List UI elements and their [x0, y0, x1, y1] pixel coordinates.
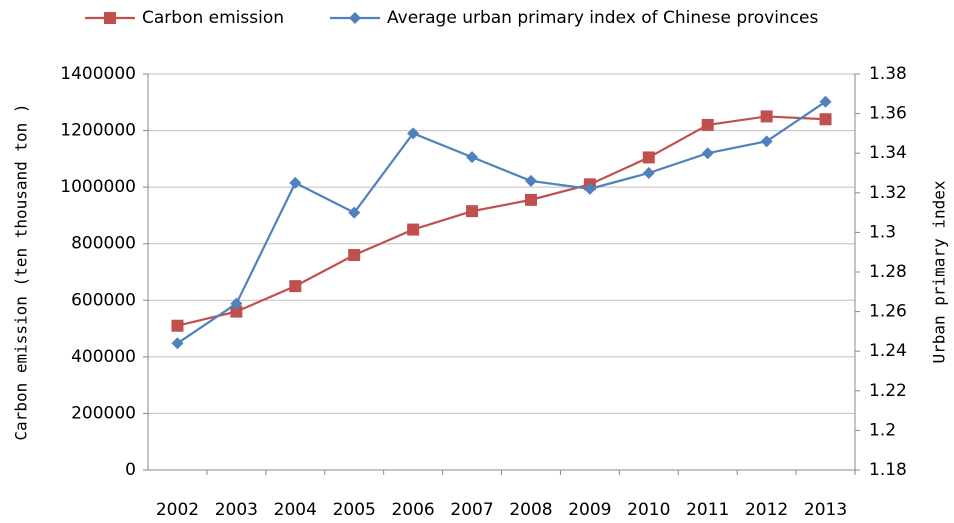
series-line	[177, 115, 826, 327]
legend-marker	[349, 12, 361, 24]
series-line	[176, 100, 827, 345]
y-tick-label: 1200000	[60, 121, 136, 141]
point	[701, 118, 714, 131]
point	[642, 167, 655, 179]
y2-tick-label: 1.3	[869, 222, 896, 242]
y-tick-label: 200000	[71, 403, 136, 423]
point	[289, 176, 302, 189]
x-tick-label: 2011	[686, 500, 729, 520]
point	[760, 110, 773, 123]
point	[407, 127, 420, 140]
point	[760, 135, 773, 148]
x-tick-label: 2012	[745, 500, 788, 520]
x-tick-label: 2007	[450, 500, 493, 520]
y2-tick-label: 1.38	[869, 64, 907, 84]
y-tick-label: 0	[125, 460, 136, 480]
x-tick-label: 2008	[509, 500, 552, 520]
x-tick-label: 2003	[215, 500, 258, 520]
y2-tick-label: 1.32	[869, 183, 907, 203]
y2-tick-label: 1.26	[869, 302, 907, 322]
point	[407, 223, 420, 236]
point	[819, 113, 832, 126]
point	[819, 95, 832, 108]
y2-tick-label: 1.24	[869, 341, 907, 361]
x-tick-label: 2006	[391, 500, 434, 520]
y2-axis-label: Urban primary index	[930, 180, 949, 363]
point	[348, 206, 361, 219]
x-tick-label: 2010	[627, 500, 670, 520]
y-axis-label: Carbon emission (ten thousand ton )	[12, 103, 31, 440]
y2-tick-label: 1.22	[869, 381, 907, 401]
y2-tick-label: 1.2	[869, 420, 896, 440]
point	[701, 147, 714, 160]
y-tick-label: 1400000	[60, 64, 136, 84]
x-tick-label: 2013	[804, 500, 847, 520]
x-tick-label: 2009	[568, 500, 611, 520]
y2-tick-label: 1.18	[869, 460, 907, 480]
point	[524, 174, 537, 187]
point	[230, 305, 243, 318]
y-tick-label: 400000	[71, 347, 136, 367]
x-tick-label: 2005	[333, 500, 376, 520]
y-tick-label: 1000000	[60, 177, 136, 197]
point	[642, 151, 655, 164]
y-tick-label: 800000	[71, 234, 136, 254]
x-tick-label: 2002	[156, 500, 199, 520]
legend-marker	[104, 12, 116, 24]
x-tick-label: 2004	[274, 500, 317, 520]
y-tick-label: 600000	[71, 290, 136, 310]
point	[348, 249, 361, 262]
point	[524, 193, 537, 206]
point	[171, 337, 184, 350]
point	[171, 319, 184, 332]
point	[583, 182, 596, 195]
legend-label: Carbon emission	[142, 8, 284, 28]
legend-label: Average urban primary index of Chinese p…	[387, 8, 818, 28]
point	[466, 151, 479, 164]
point	[289, 280, 302, 293]
point	[466, 205, 479, 218]
y2-tick-label: 1.36	[869, 104, 907, 124]
y2-tick-label: 1.28	[869, 262, 907, 282]
point	[230, 297, 243, 310]
y2-tick-label: 1.34	[869, 143, 907, 163]
